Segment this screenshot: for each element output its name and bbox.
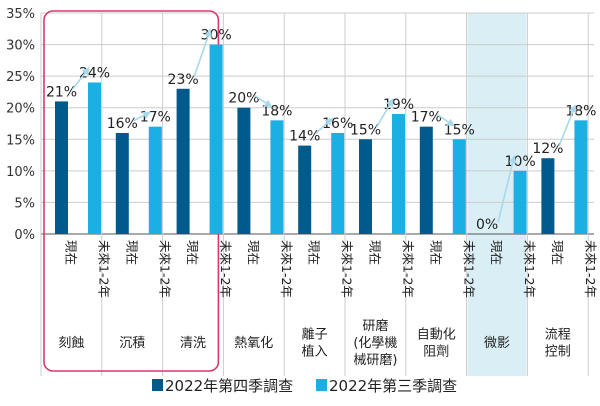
bar-time-label: 現在 (246, 240, 261, 265)
bar-current (237, 107, 251, 234)
bar-current (298, 145, 312, 234)
data-label: 18% (261, 103, 292, 119)
data-label: 19% (383, 97, 414, 113)
category-label: 阻劑 (423, 344, 449, 360)
bar-next-1-2-years (270, 120, 284, 234)
category-label: 控制 (545, 345, 571, 360)
data-label: 15% (444, 122, 475, 138)
bar-current (359, 139, 372, 234)
y-tick-label: 0% (14, 228, 35, 243)
highlight-border (43, 10, 220, 372)
bar-current (541, 158, 555, 234)
y-tick-label: 15% (6, 133, 35, 148)
data-label: 15% (350, 122, 381, 138)
data-label: 17% (411, 110, 442, 126)
data-label: 0% (476, 217, 498, 233)
bar-time-label: 現在 (124, 240, 139, 265)
data-label: 24% (79, 65, 110, 81)
category-label: 自動化 (417, 328, 456, 343)
bar-next-1-2-years (88, 82, 101, 234)
data-label: 21% (46, 84, 77, 100)
bar-next-1-2-years (452, 139, 466, 234)
y-tick-label: 5% (14, 196, 35, 211)
bar-next-1-2-years (392, 114, 405, 234)
category-label: 微影 (484, 336, 510, 351)
bar-time-label: 現在 (428, 240, 443, 265)
bar-time-label: 未來1-2年 (522, 240, 537, 298)
legend-label: 2022年第四季調查 (165, 377, 293, 395)
legend-swatch (152, 379, 163, 391)
trend-arrow (375, 98, 394, 128)
category-label: 研磨 (362, 319, 388, 334)
bar-next-1-2-years (148, 126, 162, 234)
bar-current (55, 101, 68, 235)
category-label: 沉積 (119, 336, 145, 351)
data-label: 17% (140, 110, 171, 126)
trend-arrow (193, 28, 212, 78)
bar-time-label: 現在 (368, 240, 383, 265)
bar-next-1-2-years (209, 44, 223, 235)
bar-time-label: 未來1-2年 (461, 240, 476, 298)
category-label: 刻蝕 (58, 336, 84, 351)
category-label: 離子 (302, 328, 328, 343)
bar-time-label: 未來1-2年 (218, 240, 233, 298)
bar-time-label: 現在 (64, 240, 79, 265)
bar-time-label: 未來1-2年 (279, 240, 294, 298)
category-label: 植入 (302, 345, 328, 360)
bar-time-label: 現在 (185, 240, 200, 265)
data-label: 30% (201, 28, 232, 44)
category-label: 清洗 (180, 336, 206, 351)
data-label: 14% (289, 129, 320, 145)
bar-time-label: 未來1-2年 (401, 240, 416, 298)
trend-arrow (497, 154, 517, 223)
y-tick-label: 25% (6, 70, 35, 85)
y-tick-label: 10% (6, 165, 35, 180)
trend-arrow (71, 66, 90, 90)
category-label: (化學機 (353, 336, 397, 351)
y-tick-label: 30% (6, 39, 35, 54)
bar-time-label: 現在 (489, 240, 504, 265)
legend-swatch (316, 379, 327, 391)
data-label: 12% (532, 141, 563, 157)
bar-time-label: 未來1-2年 (97, 240, 112, 298)
data-label: 23% (168, 72, 199, 88)
trend-arrow (558, 104, 577, 147)
trend-arrow (436, 113, 455, 127)
bar-time-label: 未來1-2年 (157, 240, 172, 298)
bar-current (176, 88, 190, 235)
bar-current (115, 132, 129, 234)
bar-next-1-2-years (574, 120, 588, 234)
y-tick-label: 35% (6, 7, 35, 22)
category-label: 熱氧化 (234, 336, 273, 351)
bar-time-label: 現在 (307, 240, 322, 265)
bar-current (419, 126, 433, 234)
bar-next-1-2-years (331, 132, 345, 234)
bar-time-label: 現在 (550, 240, 565, 265)
data-label: 10% (505, 154, 536, 170)
trend-arrow (315, 117, 334, 135)
y-tick-label: 20% (6, 102, 35, 117)
legend-label: 2022年第三季調查 (329, 377, 457, 395)
category-label: 械研磨) (353, 353, 397, 368)
bar-time-label: 未來1-2年 (340, 240, 355, 298)
category-label: 流程 (545, 328, 571, 343)
data-label: 20% (228, 91, 259, 107)
bar-next-1-2-years (513, 170, 527, 234)
data-label: 16% (107, 116, 138, 132)
trend-arrow (254, 95, 273, 108)
trend-arrow (132, 111, 152, 122)
bar-time-label: 未來1-2年 (583, 240, 598, 298)
